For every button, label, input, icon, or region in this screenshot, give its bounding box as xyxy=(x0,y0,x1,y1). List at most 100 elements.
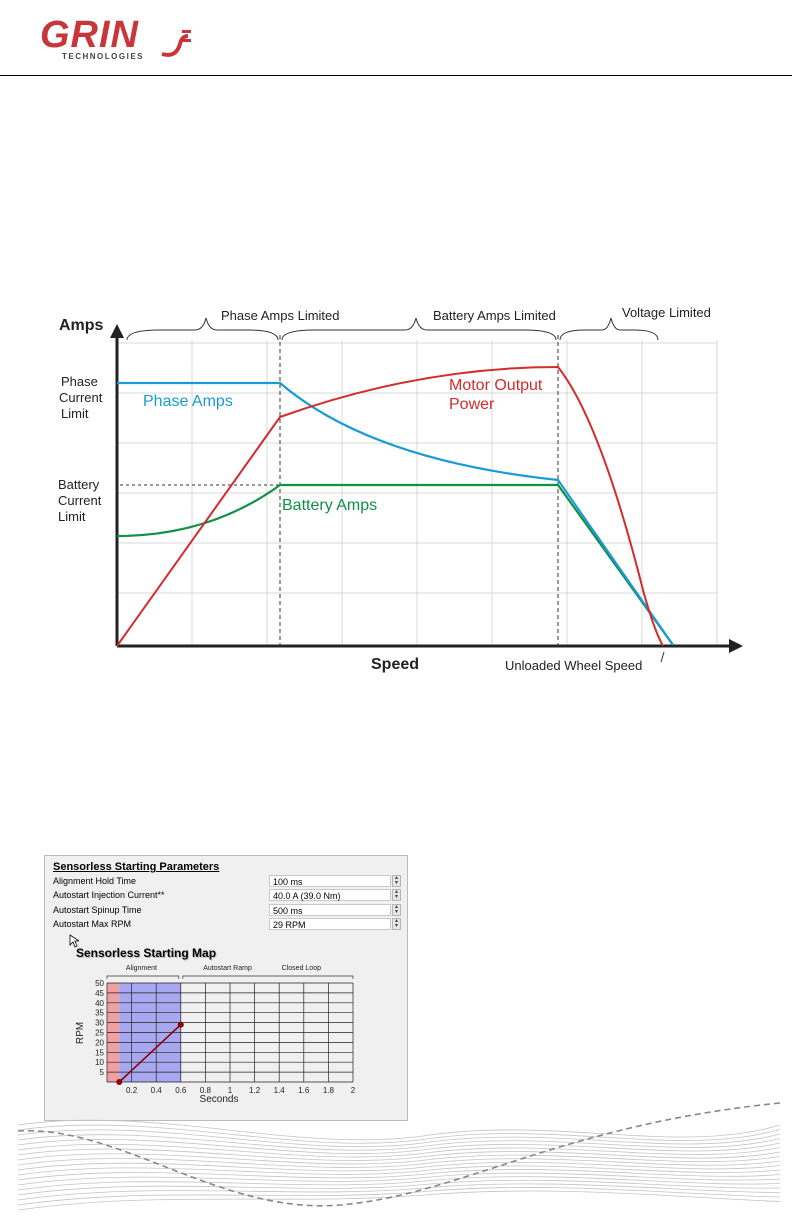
footer-contour-line xyxy=(17,1129,781,1148)
map-x-tick-label: 1.2 xyxy=(249,1086,261,1095)
footer-contour-line xyxy=(17,1169,781,1181)
unloaded-speed-pointer xyxy=(660,651,665,663)
phase-region-brace xyxy=(126,317,279,341)
grin-logo: GRIN TECHNOLOGIES xyxy=(40,14,191,74)
logo-wordmark: GRIN xyxy=(40,14,139,56)
map-title: Sensorless Starting Map xyxy=(76,946,217,960)
battery-amps-label: Battery Amps xyxy=(282,497,377,514)
x-axis-arrow xyxy=(729,639,743,653)
map-x-tick-label: 2 xyxy=(351,1086,356,1095)
sensorless-parameters-panel: Sensorless Starting Parameters Alignment… xyxy=(44,855,408,1121)
max-rpm-field[interactable]: 29 RPM xyxy=(269,918,391,930)
map-data-point xyxy=(116,1079,123,1085)
footer-contour-line xyxy=(17,1153,781,1165)
map-x-tick-label: 0.4 xyxy=(151,1086,163,1095)
motor-power-label-1: Motor Output xyxy=(449,377,543,394)
map-x-tick-label: 1.8 xyxy=(323,1086,335,1095)
map-x-tick-label: 0.6 xyxy=(175,1086,187,1095)
footer-contour-line xyxy=(17,1161,781,1172)
map-x-tick-label: 1.6 xyxy=(298,1086,310,1095)
phase-limit-line1: Phase xyxy=(61,374,98,389)
speed-amps-figure: Phase Amps Limited Battery Amps Limited … xyxy=(58,305,743,673)
footer-contour-line xyxy=(17,1124,781,1144)
map-region-label: Autostart Ramp xyxy=(203,965,252,972)
map-x-axis-label: Seconds xyxy=(200,1094,239,1105)
sensorless-map-chart: Alignment Autostart Ramp Closed Loop 0.2 0.… xyxy=(75,965,356,1105)
footer-contour-line xyxy=(17,1190,781,1211)
spinner-arrows-icon[interactable]: ▴ ▾ xyxy=(392,904,401,916)
unloaded-speed-label: Unloaded Wheel Speed xyxy=(505,658,642,673)
alignment-hold-time-field[interactable]: 100 ms xyxy=(269,875,391,887)
phase-limit-line3: Limit xyxy=(61,406,89,421)
footer-contour-line xyxy=(17,1176,781,1191)
spinner-arrows-icon[interactable]: ▴ ▾ xyxy=(392,889,401,901)
region-voltage-label: Voltage Limited xyxy=(622,305,711,320)
map-y-tick-label: 15 xyxy=(95,1048,104,1057)
footer-contour-line xyxy=(17,1143,781,1158)
battery-limit-line3: Limit xyxy=(58,509,86,524)
battery-limit-line2: Current xyxy=(58,493,102,508)
injection-current-field[interactable]: 40.0 A (39.0 Nm) xyxy=(269,889,391,901)
param-label: Alignment Hold Time xyxy=(53,876,137,886)
map-brace-closed xyxy=(182,975,354,979)
param-row: Autostart Injection Current** 40.0 A (39… xyxy=(53,889,403,903)
voltage-region-brace xyxy=(559,317,659,341)
map-region-label: Alignment xyxy=(126,965,157,972)
map-region-label: Closed Loop xyxy=(282,965,321,972)
region-battery-label: Battery Amps Limited xyxy=(433,308,556,323)
param-row: Autostart Spinup Time 500 ms ▴ ▾ xyxy=(53,904,403,918)
panel-title: Sensorless Starting Parameters xyxy=(53,861,220,873)
map-y-tick-label: 50 xyxy=(95,979,104,988)
footer-contour-line xyxy=(17,1148,781,1161)
map-x-tick-label: 1 xyxy=(228,1086,233,1095)
motor-power-label-2: Power xyxy=(449,396,495,413)
map-y-tick-label: 35 xyxy=(95,1009,104,1018)
header-divider xyxy=(0,75,792,76)
footer-contour-line xyxy=(17,1165,781,1176)
map-y-tick-label: 25 xyxy=(95,1029,104,1038)
param-label: Autostart Injection Current** xyxy=(53,890,165,900)
plug-icon xyxy=(161,30,191,57)
footer-contour-line xyxy=(17,1172,781,1186)
spinner-arrows-icon[interactable]: ▴ ▾ xyxy=(392,875,401,887)
phase-amps-label: Phase Amps xyxy=(143,393,233,410)
map-y-tick-label: 20 xyxy=(95,1038,104,1047)
footer-contour-line xyxy=(17,1179,781,1196)
param-label: Autostart Spinup Time xyxy=(53,905,142,915)
x-axis-title: Speed xyxy=(371,656,419,673)
map-y-tick-label: 5 xyxy=(100,1068,105,1077)
map-data-point xyxy=(177,1021,184,1028)
battery-region-brace xyxy=(281,317,557,341)
map-series-line xyxy=(118,1023,182,1083)
map-y-axis-label: RPM xyxy=(75,1022,86,1044)
map-y-tick-label: 45 xyxy=(95,989,104,998)
y-axis-title: Amps xyxy=(59,317,104,334)
map-brace-ramp xyxy=(106,975,180,979)
param-label: Autostart Max RPM xyxy=(53,919,132,929)
region-phase-label: Phase Amps Limited xyxy=(221,308,340,323)
footer-contour-line xyxy=(17,1187,781,1206)
map-y-tick-label: 30 xyxy=(95,1019,104,1028)
figure-grid xyxy=(117,340,718,645)
phase-limit-line2: Current xyxy=(59,390,103,405)
footer-contour-art xyxy=(17,1102,781,1211)
battery-amps-curve xyxy=(116,483,674,646)
motor-power-curve xyxy=(116,365,664,647)
y-axis-arrow xyxy=(110,324,124,338)
param-row: Autostart Max RPM 29 RPM ▴ ▾ xyxy=(53,918,403,932)
logo-subtext: TECHNOLOGIES xyxy=(62,52,145,61)
footer-contour-line xyxy=(17,1139,781,1154)
mouse-cursor-icon xyxy=(69,934,79,948)
spinup-time-field[interactable]: 500 ms xyxy=(269,904,391,916)
map-y-tick-label: 40 xyxy=(95,999,104,1008)
map-x-tick-label: 1.4 xyxy=(274,1086,286,1095)
spinner-arrows-icon[interactable]: ▴ ▾ xyxy=(392,918,401,930)
map-y-tick-label: 10 xyxy=(95,1058,104,1067)
map-x-tick-label: 0.8 xyxy=(200,1086,212,1095)
footer-contour-line xyxy=(17,1134,781,1151)
footer-contour-line xyxy=(17,1119,781,1141)
phase-amps-curve xyxy=(117,381,674,646)
footer-dashed-wave xyxy=(17,1102,781,1207)
battery-limit-line1: Battery xyxy=(58,477,100,492)
param-row: Alignment Hold Time 100 ms ▴ ▾ xyxy=(53,875,403,889)
